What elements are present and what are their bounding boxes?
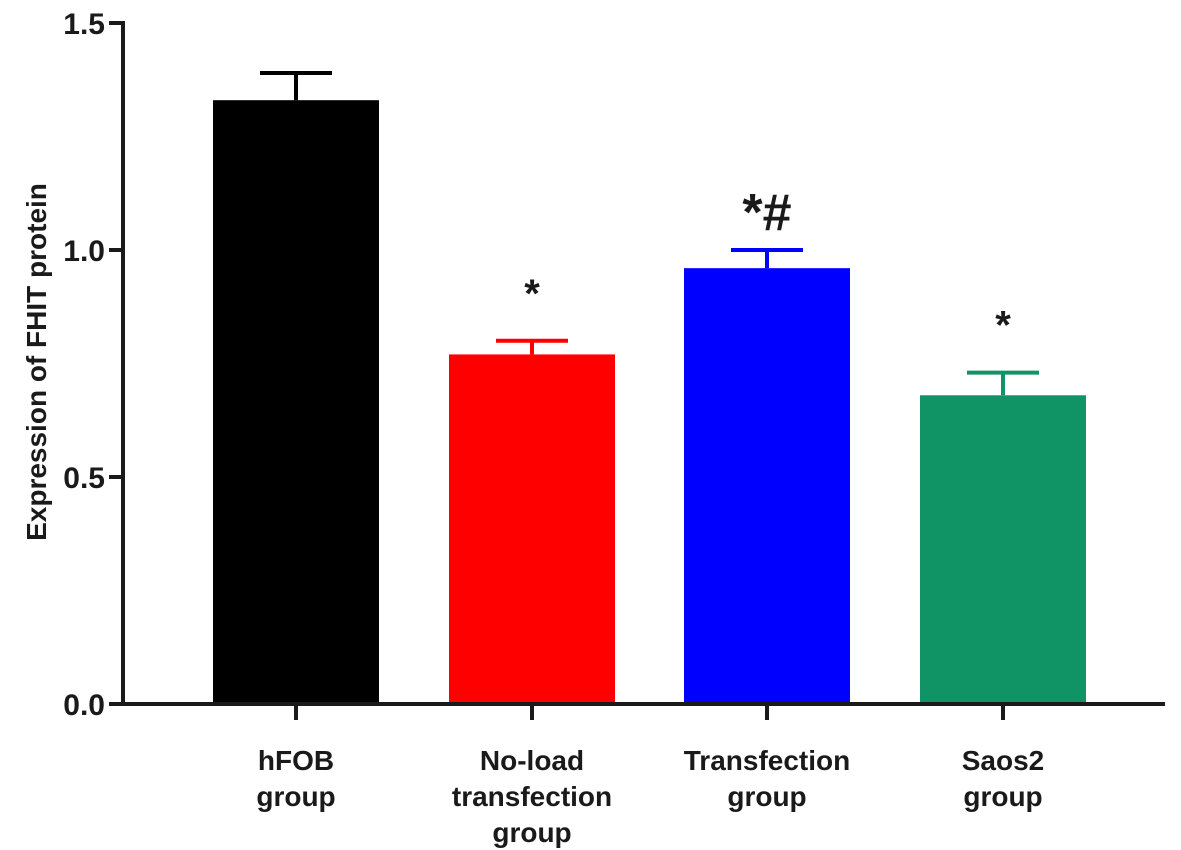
plot-area: * *# * 0.0 0.5 1.0 1.5 hFOB group No-load transfec… (63, 8, 1165, 848)
y-tick-label-1: 0.0 (63, 689, 105, 722)
significance-marker-3: *# (742, 184, 791, 242)
bar-1 (213, 100, 379, 705)
x-tick-label-4: Saos2 group (962, 745, 1045, 812)
x-tick-label-2: No-load transfection group (452, 745, 612, 848)
x-tick-label-line: group (492, 817, 571, 848)
x-tick-label-1: hFOB group (256, 745, 335, 812)
y-tick-label-3: 1.0 (63, 235, 105, 268)
x-tick-label-line: hFOB (258, 745, 334, 776)
bar-2 (449, 354, 615, 704)
significance-marker-4: * (995, 304, 1011, 348)
y-tick-label-4: 1.5 (63, 8, 105, 41)
x-tick-label-line: group (256, 781, 335, 812)
x-tick-label-line: group (727, 781, 806, 812)
bar-3 (684, 268, 850, 704)
x-tick-label-line: Saos2 (962, 745, 1045, 776)
x-tick-label-3: Transfection group (684, 745, 850, 812)
y-axis-label: Expression of FHIT protein (21, 183, 52, 541)
x-tick-label-line: No-load (480, 745, 584, 776)
x-tick-label-line: Transfection (684, 745, 850, 776)
x-tick-label-line: transfection (452, 781, 612, 812)
x-tick-label-line: group (963, 781, 1042, 812)
y-tick-label-2: 0.5 (63, 462, 105, 495)
significance-marker-2: * (524, 272, 540, 316)
bar-4 (920, 395, 1086, 704)
